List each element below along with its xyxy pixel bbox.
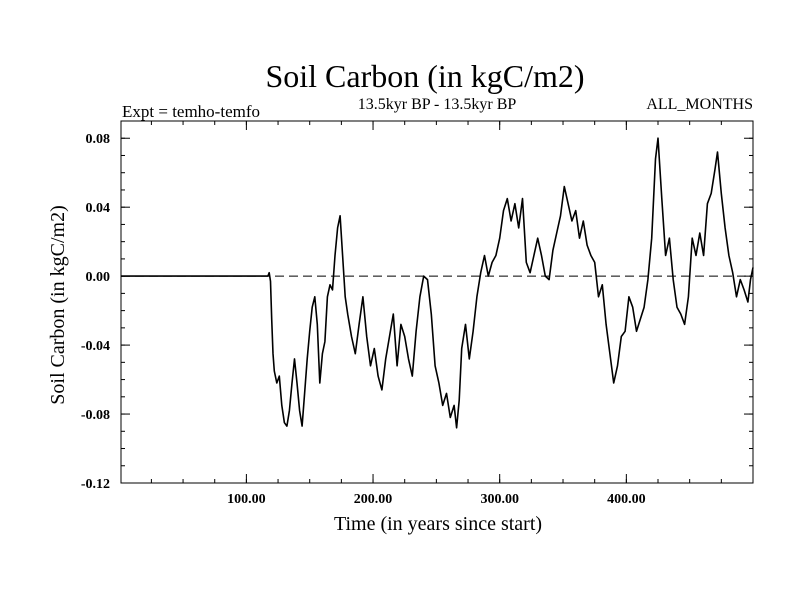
plot-frame: [120, 120, 754, 484]
major-ticks: [121, 121, 753, 484]
chart-title: Soil Carbon (in kgC/m2): [265, 58, 584, 94]
y-tick-label: -0.04: [81, 339, 110, 354]
y-tick-label: 0.08: [86, 132, 111, 147]
x-axis-label: Time (in years since start): [334, 513, 542, 535]
x-tick-label: 300.00: [480, 492, 519, 507]
y-tick-label: 0.04: [86, 201, 111, 216]
months-label: ALL_MONTHS: [646, 96, 753, 113]
y-tick-label: 0.00: [86, 270, 111, 285]
chart-subtitle: 13.5kyr BP - 13.5kyr BP: [358, 96, 517, 113]
x-tick-label: 200.00: [354, 492, 393, 507]
x-tick-labels: 100.00 200.00 300.00 400.00: [227, 492, 645, 507]
x-tick-label: 400.00: [607, 492, 646, 507]
y-tick-labels: -0.12 -0.08 -0.04 0.00 0.04 0.08: [81, 132, 110, 492]
y-axis-label: Soil Carbon (in kgC/m2): [47, 205, 69, 404]
y-tick-label: -0.08: [81, 408, 110, 423]
series-line-temho-temfo: [121, 137, 754, 429]
y-tick-label: -0.12: [81, 477, 110, 492]
x-tick-label: 100.00: [227, 492, 266, 507]
minor-ticks: [121, 121, 753, 483]
experiment-label: Expt = temho-temfo: [122, 102, 260, 121]
